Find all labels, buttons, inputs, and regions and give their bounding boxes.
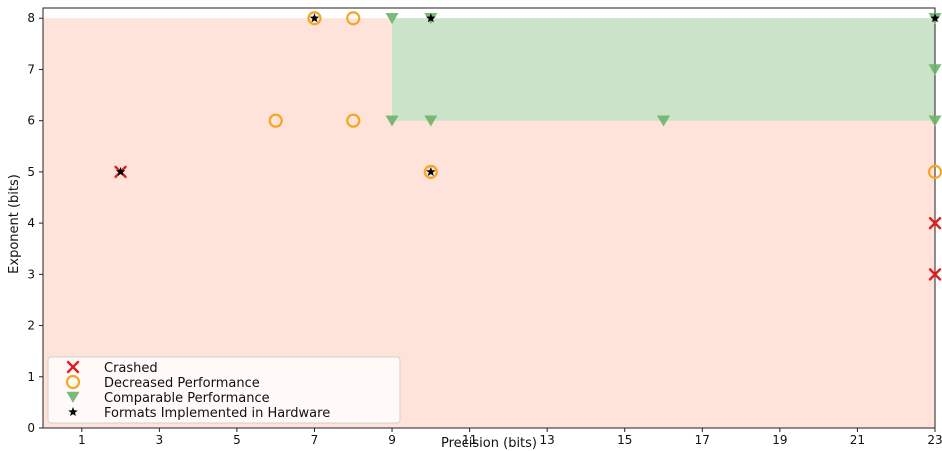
y-tick-label: 2 <box>27 319 35 333</box>
x-tick-label: 19 <box>772 433 787 447</box>
legend-marker-comparable-performance <box>66 391 80 403</box>
decreased-performance-point <box>346 11 361 26</box>
formats-implemented-in-hardware-point <box>115 166 126 176</box>
crashed-point <box>928 216 942 230</box>
legend-label-formats-implemented-in-hardware: Formats Implemented in Hardware <box>104 406 330 421</box>
x-stroke <box>66 360 80 374</box>
decreased-performance-point <box>268 113 283 128</box>
crashed-point <box>928 268 942 281</box>
legend-box <box>47 356 401 424</box>
y-tick-label: 3 <box>27 267 35 281</box>
y-tick-label: 7 <box>27 62 35 76</box>
x-tick-label: 15 <box>617 433 632 447</box>
x-tick-label: 11 <box>462 433 477 447</box>
x-tick-label: 23 <box>927 433 942 447</box>
comparable-performance-point <box>657 115 671 127</box>
x-tick-label: 13 <box>540 433 555 447</box>
y-tick-label: 0 <box>27 421 35 435</box>
x-tick-label: 3 <box>156 433 164 447</box>
formats-implemented-in-hardware-point <box>426 166 436 176</box>
x-tick-label: 7 <box>311 433 319 447</box>
comparable-region <box>392 18 936 121</box>
y-tick-label: 6 <box>27 114 35 128</box>
x-axis-label: Precision (bits) <box>441 436 537 451</box>
y-tick-label: 8 <box>27 11 35 25</box>
x-tick-label: 1 <box>78 433 86 447</box>
legend-label-decreased-performance: Decreased Performance <box>104 376 260 391</box>
formats-implemented-in-hardware-point <box>309 13 320 23</box>
y-axis-label: Exponent (bits) <box>7 174 22 274</box>
comparable-performance-point <box>928 64 942 76</box>
x-tick-label: 17 <box>695 433 710 447</box>
comparable-performance-point <box>928 115 942 127</box>
formats-implemented-in-hardware-point <box>930 13 940 23</box>
x-stroke <box>928 216 942 230</box>
x-tick-label: 21 <box>850 433 865 447</box>
legend-label-comparable-performance: Comparable Performance <box>104 391 270 406</box>
comparable-performance-point <box>385 13 399 25</box>
x-stroke <box>928 268 942 281</box>
data-points <box>114 11 942 281</box>
comparable-performance-point <box>424 115 438 127</box>
legend-label-crashed: Crashed <box>104 361 158 376</box>
y-tick-label: 5 <box>27 165 35 179</box>
legend-marker-decreased-performance <box>65 374 81 390</box>
decreased-performance-point <box>307 11 322 26</box>
decreased-performance-point <box>927 164 942 180</box>
decreased-performance-point <box>346 113 361 128</box>
legend-marker-formats-implemented-in-hardware <box>68 407 78 417</box>
legend-marker-crashed <box>66 360 80 374</box>
y-tick-label: 1 <box>27 370 35 384</box>
y-tick-label: 4 <box>27 216 35 230</box>
decreased-performance-point <box>423 164 438 180</box>
x-tick-label: 9 <box>388 433 396 447</box>
comparable-performance-point <box>385 115 399 127</box>
x-tick-label: 5 <box>233 433 241 447</box>
plot-frame <box>42 7 936 429</box>
axes <box>42 7 936 429</box>
formats-implemented-in-hardware-point <box>426 13 436 23</box>
